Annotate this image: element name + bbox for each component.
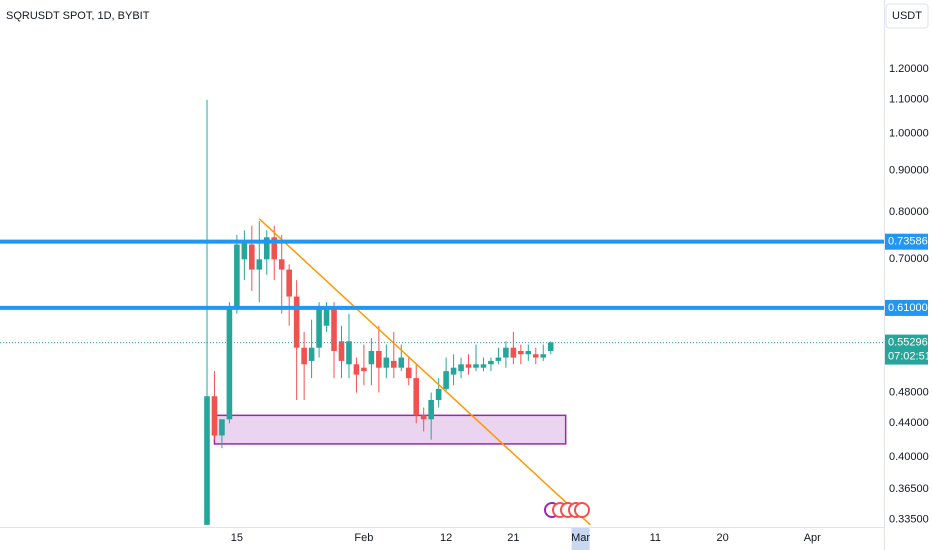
y-tick-label: 0.33500 bbox=[889, 513, 929, 525]
x-tick-label: 20 bbox=[716, 532, 728, 544]
price-label-box bbox=[885, 233, 928, 250]
y-tick-label: 0.90000 bbox=[889, 164, 929, 176]
currency: USDT bbox=[892, 10, 922, 22]
candle-body bbox=[532, 354, 539, 358]
candle-body bbox=[547, 342, 554, 351]
y-tick-label: 1.00000 bbox=[889, 127, 929, 139]
candle-body bbox=[308, 347, 315, 361]
x-tick-label: 21 bbox=[507, 532, 519, 544]
candle-body bbox=[428, 399, 434, 420]
candle-body bbox=[488, 360, 494, 365]
candle-body bbox=[391, 360, 397, 368]
currency-box[interactable] bbox=[885, 3, 929, 29]
candle-body bbox=[338, 341, 345, 361]
candle-body bbox=[450, 367, 457, 375]
candle-body bbox=[518, 350, 524, 355]
last-price-box bbox=[885, 334, 928, 365]
x-tick-label: 15 bbox=[231, 532, 243, 544]
y-tick-label: 0.44000 bbox=[889, 417, 929, 429]
candle-body bbox=[525, 350, 532, 355]
event-icons[interactable] bbox=[544, 502, 590, 518]
candle-body bbox=[346, 341, 352, 365]
candle-body bbox=[226, 307, 233, 420]
candle-body bbox=[435, 388, 442, 400]
y-tick-label: 0.40000 bbox=[889, 451, 929, 463]
y-tick-label: 1.10000 bbox=[889, 94, 929, 106]
candle-body bbox=[465, 364, 472, 368]
price-label: 0.61000 bbox=[888, 302, 928, 314]
chart-title: SQRUSDT SPOT, 1D, BYBIT bbox=[6, 10, 150, 22]
price-label-box bbox=[885, 299, 928, 316]
candle-body bbox=[473, 364, 479, 368]
candle-body bbox=[368, 350, 375, 365]
candle-body bbox=[503, 347, 509, 358]
y-tick-label: 0.80000 bbox=[889, 206, 929, 218]
candle-body bbox=[331, 307, 337, 351]
candle-body bbox=[443, 371, 449, 389]
candle-body bbox=[278, 259, 285, 270]
candle-body bbox=[219, 419, 225, 436]
candle-body bbox=[405, 367, 412, 379]
x-tick-label: Mar bbox=[571, 532, 590, 544]
y-tick-label: 0.36500 bbox=[889, 483, 929, 495]
candle-body bbox=[510, 347, 517, 358]
candle-body bbox=[323, 307, 330, 326]
candle-body bbox=[271, 237, 278, 260]
candle-body bbox=[249, 244, 255, 270]
candle-body bbox=[413, 378, 420, 416]
x-tick-label: 12 bbox=[440, 532, 452, 544]
candle-body bbox=[353, 364, 360, 375]
support-zone bbox=[213, 414, 567, 445]
candle-body bbox=[256, 259, 263, 270]
y-tick-label: 1.20000 bbox=[889, 63, 929, 75]
candle-body bbox=[495, 357, 502, 361]
candle-body bbox=[361, 367, 367, 372]
candle-body bbox=[316, 307, 322, 348]
countdown-label: 07:02:51 bbox=[888, 350, 931, 362]
price-label: 0.73586 bbox=[888, 236, 928, 248]
candle-body bbox=[263, 237, 270, 260]
candle-body bbox=[540, 354, 547, 358]
candle-body bbox=[234, 244, 240, 308]
last-price-label: 0.55296 bbox=[888, 336, 928, 348]
candle-body bbox=[204, 396, 210, 525]
y-tick-label: 0.48000 bbox=[889, 386, 929, 398]
current-date-highlight bbox=[571, 528, 590, 550]
candle-body bbox=[301, 347, 307, 365]
x-tick-label: Feb bbox=[354, 532, 373, 544]
candle-body bbox=[293, 296, 300, 348]
candle-body bbox=[241, 242, 248, 260]
candle-body bbox=[458, 364, 464, 372]
candle-body bbox=[286, 269, 292, 297]
candle-body bbox=[420, 415, 427, 420]
candle-body bbox=[376, 350, 382, 368]
candle-body bbox=[398, 357, 405, 368]
x-tick-label: Apr bbox=[804, 532, 821, 544]
trendline bbox=[258, 218, 591, 526]
candle-body bbox=[480, 364, 487, 368]
candle-body bbox=[383, 357, 390, 368]
y-tick-label: 0.70000 bbox=[889, 253, 929, 265]
x-tick-label: 11 bbox=[650, 532, 661, 544]
event-icon[interactable] bbox=[574, 502, 590, 518]
candle-body bbox=[211, 396, 218, 436]
